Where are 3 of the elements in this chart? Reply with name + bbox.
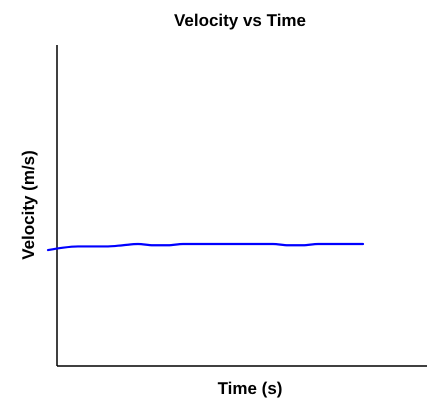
y-axis-title: Velocity (m/s) — [19, 150, 38, 260]
x-axis-title: Time (s) — [218, 379, 282, 398]
chart-title: Velocity vs Time — [174, 11, 306, 30]
